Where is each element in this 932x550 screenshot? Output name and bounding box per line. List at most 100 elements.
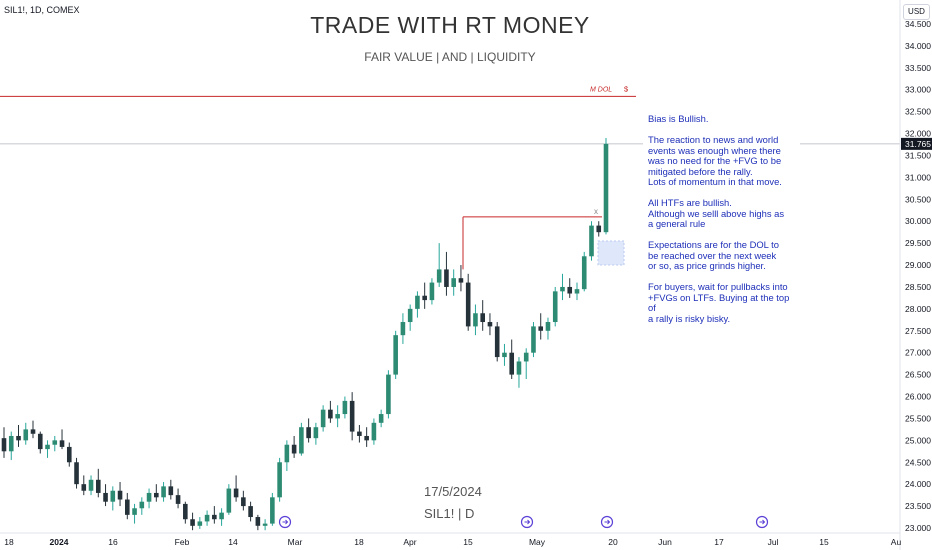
candle[interactable]	[422, 282, 427, 309]
candle[interactable]	[88, 475, 94, 496]
flash-event-icon[interactable]	[600, 515, 614, 529]
candle[interactable]	[66, 442, 72, 467]
candle[interactable]	[538, 313, 544, 340]
event-icon[interactable]	[278, 515, 292, 529]
last-price-tag[interactable]	[901, 137, 932, 150]
candle[interactable]	[552, 286, 558, 327]
candle[interactable]	[480, 300, 485, 331]
candle[interactable]	[567, 278, 573, 298]
candle[interactable]	[313, 422, 319, 445]
candle[interactable]	[487, 313, 493, 336]
candle[interactable]	[226, 484, 232, 515]
candle[interactable]	[386, 370, 391, 419]
candle[interactable]	[523, 348, 529, 379]
symbol-info[interactable]: SIL1!, 1D, COMEX	[4, 5, 80, 15]
event-icon[interactable]	[520, 515, 534, 529]
candle[interactable]	[509, 339, 515, 379]
candle[interactable]	[241, 490, 246, 511]
time-axis[interactable]: 18 2024 16 Feb 14 Mar 18 Apr 15 May 20 Jun 17 Jul 15 Au	[0, 532, 901, 547]
candle[interactable]	[545, 317, 551, 340]
price-axis[interactable]: 23.000 23.500 24.000 24.500 25.000 25.500 26.0…	[899, 0, 932, 550]
candle[interactable]	[154, 484, 159, 502]
candle[interactable]	[277, 457, 282, 502]
candle[interactable]	[328, 400, 333, 423]
candle-body	[386, 374, 391, 415]
candle[interactable]	[291, 435, 297, 458]
candle[interactable]	[8, 431, 14, 461]
candle[interactable]	[95, 468, 101, 498]
candle[interactable]	[103, 484, 108, 507]
candle[interactable]	[320, 405, 326, 432]
candle-body	[415, 295, 420, 309]
candle[interactable]	[429, 278, 435, 305]
candle[interactable]	[603, 137, 609, 235]
candle[interactable]	[371, 418, 377, 445]
candle[interactable]	[270, 492, 275, 526]
candle-body	[429, 282, 435, 301]
candle[interactable]	[233, 475, 239, 502]
candle[interactable]	[45, 440, 50, 458]
candle[interactable]	[219, 508, 224, 526]
candle[interactable]	[436, 243, 442, 287]
candle[interactable]	[357, 425, 362, 443]
candle[interactable]	[306, 418, 311, 443]
candle[interactable]	[132, 503, 137, 524]
candle[interactable]	[531, 322, 536, 358]
candle[interactable]	[161, 481, 166, 502]
candle[interactable]	[400, 313, 406, 344]
candle[interactable]	[299, 422, 304, 456]
candle[interactable]	[139, 497, 145, 515]
candle[interactable]	[335, 405, 340, 428]
candle[interactable]	[415, 291, 420, 318]
candle[interactable]	[516, 357, 522, 388]
candle[interactable]	[596, 221, 602, 237]
candle[interactable]	[74, 457, 79, 489]
candle[interactable]	[248, 501, 253, 522]
candle[interactable]	[59, 429, 65, 450]
candle[interactable]	[560, 273, 565, 301]
candle[interactable]	[284, 440, 290, 472]
candle[interactable]	[183, 501, 188, 524]
candle[interactable]	[204, 510, 210, 526]
candle[interactable]	[494, 322, 500, 362]
candle[interactable]	[125, 492, 130, 520]
candle[interactable]	[117, 481, 123, 507]
candle[interactable]	[37, 431, 43, 454]
candle[interactable]	[1, 427, 7, 458]
candle[interactable]	[23, 422, 29, 445]
candle[interactable]	[146, 488, 152, 509]
fvg-zone[interactable]	[597, 240, 625, 266]
candle[interactable]	[574, 282, 580, 301]
candle-body	[291, 444, 297, 454]
candle[interactable]	[502, 343, 507, 366]
candle[interactable]	[342, 396, 348, 419]
candle[interactable]	[465, 273, 471, 331]
candle[interactable]	[110, 486, 116, 511]
candle[interactable]	[451, 269, 456, 296]
candle[interactable]	[81, 475, 87, 496]
candle[interactable]	[393, 330, 398, 379]
candle[interactable]	[458, 265, 464, 292]
currency-button[interactable]: USD	[903, 4, 930, 20]
analysis-note[interactable]: Bias is Bullish. The reaction to news an…	[643, 112, 800, 323]
candle[interactable]	[407, 304, 413, 331]
candle[interactable]	[175, 488, 181, 509]
event-icon[interactable]	[755, 515, 769, 529]
candle[interactable]	[168, 479, 174, 500]
candle[interactable]	[262, 519, 268, 531]
candle[interactable]	[190, 512, 195, 531]
candle[interactable]	[378, 409, 384, 428]
candle[interactable]	[444, 251, 449, 296]
candle[interactable]	[197, 517, 203, 529]
candle[interactable]	[473, 304, 478, 336]
candle[interactable]	[364, 427, 369, 447]
candle[interactable]	[255, 514, 261, 531]
candle[interactable]	[16, 425, 21, 447]
candle[interactable]	[349, 392, 355, 441]
watermark-date: 17/5/2024	[424, 484, 482, 499]
candle[interactable]	[52, 435, 58, 452]
candle[interactable]	[581, 251, 587, 292]
candle[interactable]	[30, 420, 36, 439]
candle[interactable]	[212, 506, 217, 524]
candle[interactable]	[589, 221, 594, 261]
